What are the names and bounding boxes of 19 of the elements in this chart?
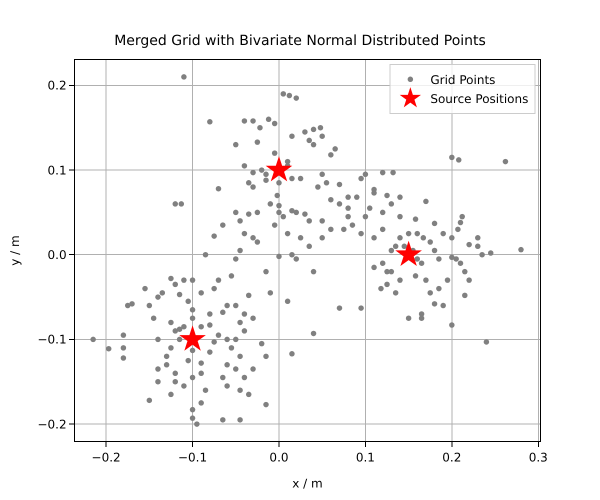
y-axis-title: y / m: [8, 235, 22, 266]
y-tick-label: −0.1: [37, 332, 67, 347]
point: [395, 240, 422, 266]
x-tick-label: −0.1: [178, 450, 208, 464]
x-axis-title: x / m: [292, 476, 323, 490]
legend-label: Grid Points: [430, 72, 496, 87]
x-tick-label: 0.1: [356, 450, 375, 464]
chart-title: Merged Grid with Bivariate Normal Distributed Points: [114, 32, 486, 49]
x-tick-label: 0.2: [442, 450, 462, 464]
x-tick-label: −0.2: [92, 450, 121, 464]
point: [266, 156, 292, 182]
point: [179, 325, 206, 351]
x-tick-label: 0.0: [269, 450, 289, 464]
y-tick-label: 0.0: [48, 248, 67, 262]
y-tick-label: 0.1: [48, 163, 67, 178]
y-tick-label: −0.2: [37, 417, 67, 432]
y-tick-label: 0.2: [48, 78, 67, 93]
legend-label: Source Positions: [430, 92, 528, 106]
x-tick-label: 0.3: [528, 450, 548, 464]
